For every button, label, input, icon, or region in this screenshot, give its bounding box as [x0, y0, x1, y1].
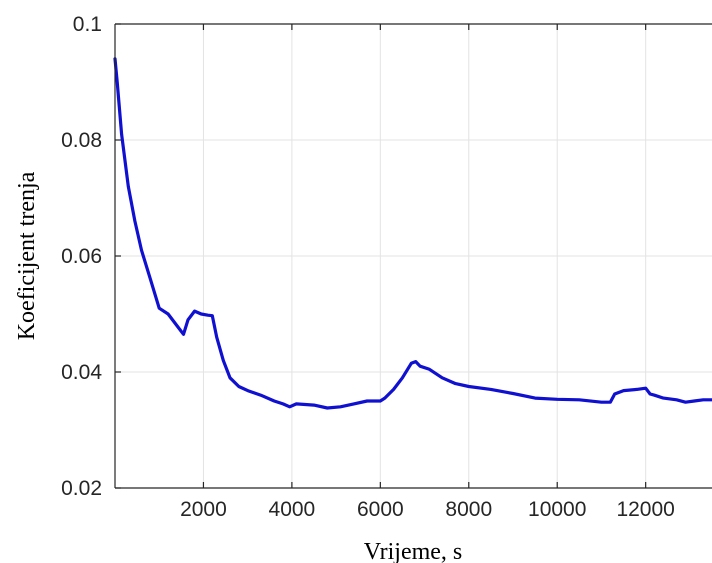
tick-labels: 2000 4000 6000 8000 10000 12000 0.02 0.04 0.06 0.…: [61, 13, 675, 521]
x-tick-label: 12000: [616, 498, 674, 521]
series-layer: [113, 57, 712, 410]
y-tick-label: 0.04: [61, 361, 102, 384]
x-tick-label: 2000: [180, 498, 227, 521]
x-tick-label: 8000: [445, 498, 492, 521]
x-tick-label: 4000: [269, 498, 316, 521]
y-tick-label: 0.1: [73, 13, 102, 36]
series-line: [113, 57, 712, 410]
y-tick-label: 0.06: [61, 245, 102, 268]
y-tick-label: 0.02: [61, 477, 102, 500]
x-axis-label: Vrijeme, s: [364, 539, 463, 563]
y-axis-label: Koeficijent trenja: [14, 171, 40, 340]
axes: [114, 23, 712, 489]
x-tick-label: 6000: [357, 498, 404, 521]
x-tick-label: 10000: [528, 498, 586, 521]
grid-lines: [115, 23, 712, 489]
y-tick-label: 0.08: [61, 129, 102, 152]
